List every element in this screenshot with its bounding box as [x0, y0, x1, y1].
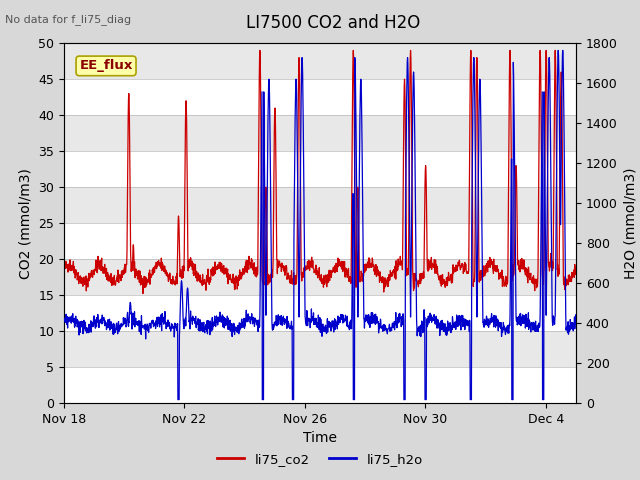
Y-axis label: CO2 (mmol/m3): CO2 (mmol/m3): [19, 168, 33, 278]
Legend: li75_co2, li75_h2o: li75_co2, li75_h2o: [212, 447, 428, 471]
Bar: [64, 115, 576, 151]
Text: No data for f_li75_diag: No data for f_li75_diag: [5, 14, 131, 25]
Bar: [64, 79, 576, 115]
Bar: [64, 223, 576, 259]
Bar: [64, 43, 576, 79]
Bar: [64, 331, 576, 367]
Bar: [64, 259, 576, 295]
Text: LI7500 CO2 and H2O: LI7500 CO2 and H2O: [246, 14, 420, 33]
Bar: [64, 187, 576, 223]
Text: EE_flux: EE_flux: [79, 60, 132, 72]
X-axis label: Time: Time: [303, 432, 337, 445]
Bar: [64, 367, 576, 403]
Bar: [64, 151, 576, 187]
Bar: [64, 295, 576, 331]
Y-axis label: H2O (mmol/m3): H2O (mmol/m3): [623, 168, 637, 279]
